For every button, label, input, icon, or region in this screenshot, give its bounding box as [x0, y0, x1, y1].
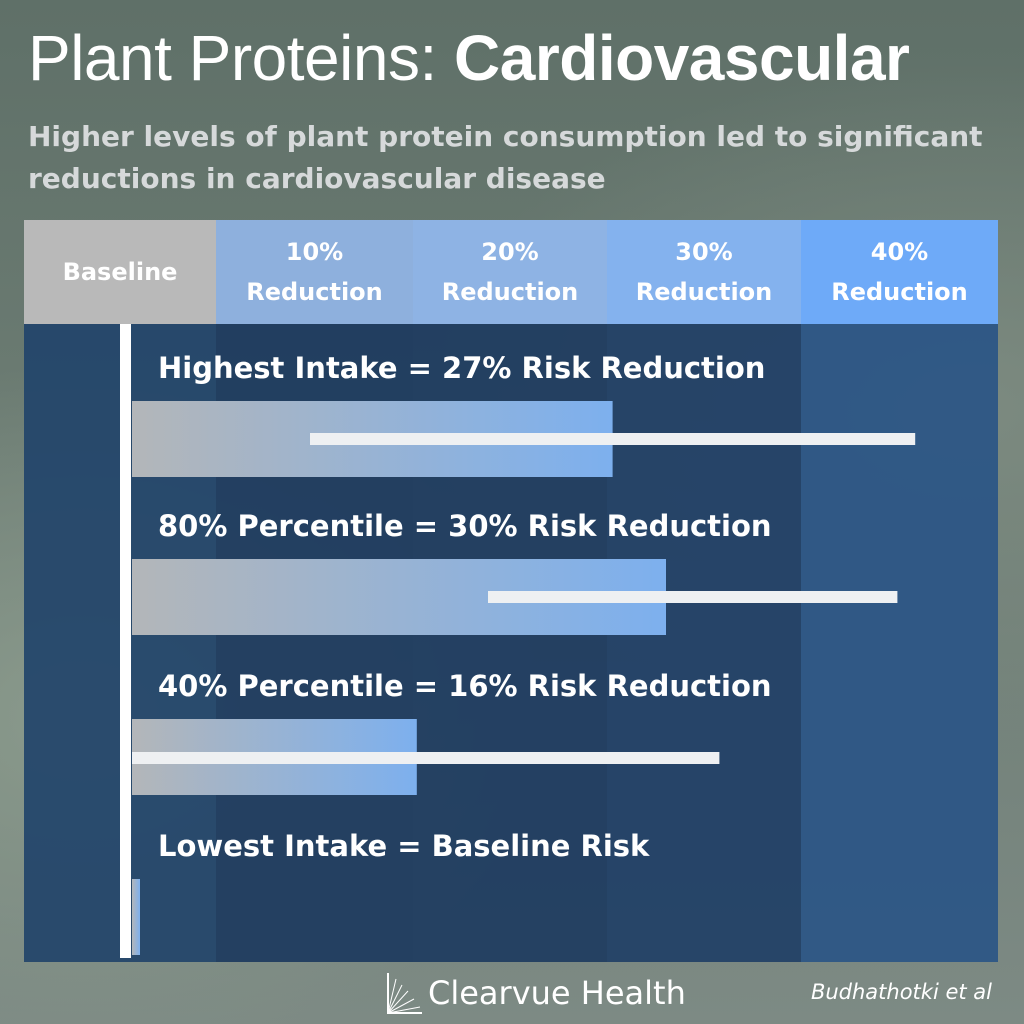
ci-line-0 — [310, 433, 916, 445]
column-header: Baseline 10% Reduction 20% Reduction 30% Reduc… — [24, 220, 998, 324]
brand: Clearvue Health — [384, 970, 686, 1016]
brand-name: Clearvue Health — [428, 974, 686, 1012]
header-cell-3 — [607, 220, 801, 324]
citation: Budhathotki et al — [810, 980, 992, 1004]
row-label-0: Highest Intake = 27% Risk Reduction — [158, 351, 765, 385]
row-label-1: 80% Percentile = 30% Risk Reduction — [158, 509, 772, 543]
title-light: Plant Proteins: — [28, 22, 437, 94]
page-subtitle: Higher levels of plant protein consumpti… — [28, 120, 983, 195]
bar-3 — [132, 879, 140, 955]
column-band-4 — [801, 324, 998, 962]
header-cell-4 — [801, 220, 998, 324]
header-cell-2 — [413, 220, 607, 324]
risk-reduction-chart: Baseline 10% Reduction 20% Reduction 30% Reduc… — [24, 220, 998, 962]
header-cell-line2-4: Reduction — [831, 278, 968, 306]
header-cell-line2-1: Reduction — [246, 278, 383, 306]
chart-svg: Baseline 10% Reduction 20% Reduction 30% Reduc… — [24, 220, 998, 962]
header-cell-line1-4: 40% — [871, 238, 928, 266]
clearvue-logo-icon — [387, 973, 422, 1014]
ci-line-1 — [488, 591, 898, 603]
header-cell-line2-3: Reduction — [636, 278, 773, 306]
ci-line-2 — [132, 752, 720, 764]
header-cell-label-0: Baseline — [63, 258, 178, 286]
title-bold: Cardiovascular — [454, 22, 910, 94]
row-label-3: Lowest Intake = Baseline Risk — [158, 829, 650, 863]
baseline-axis-line — [120, 324, 131, 958]
row-label-2: 40% Percentile = 16% Risk Reduction — [158, 669, 772, 703]
header-cell-line2-2: Reduction — [442, 278, 579, 306]
column-band-3 — [607, 324, 801, 962]
header-cell-line1-2: 20% — [481, 238, 538, 266]
chart-rows: Highest Intake = 27% Risk Reduction 80% P… — [132, 351, 916, 955]
page-title: Plant Proteins: Cardiovascular — [28, 26, 910, 90]
header-cell-0 — [24, 220, 216, 324]
header-cell-1 — [216, 220, 413, 324]
header-cell-line1-3: 30% — [675, 238, 732, 266]
header-cell-line1-1: 10% — [286, 238, 343, 266]
